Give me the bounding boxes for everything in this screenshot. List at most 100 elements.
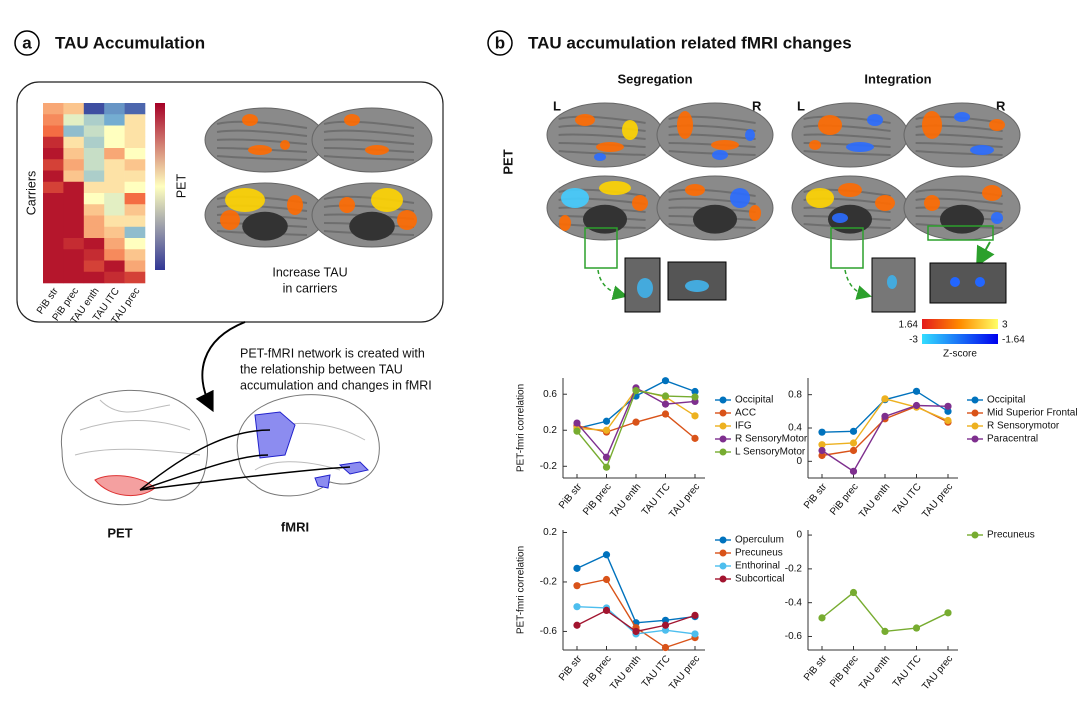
heatmap-cell: [124, 136, 146, 149]
heatmap-cell: [124, 204, 146, 216]
sulcus: [668, 142, 756, 148]
activation: [397, 210, 417, 230]
sulcus: [323, 138, 415, 145]
heatmap-cell: [43, 226, 64, 239]
zscore-tick: -1.64: [1002, 335, 1025, 346]
midbrain: [939, 204, 985, 234]
data-point: [818, 446, 826, 455]
y-axis-label: PET-fmri correlation: [516, 384, 527, 472]
zoom-arrow: [976, 241, 995, 267]
heatmap-cell: [104, 136, 125, 149]
heatmap-cell: [63, 170, 85, 183]
data-point: [602, 417, 611, 425]
activation: [344, 114, 360, 126]
activation: [242, 114, 258, 126]
x-tick-label: TAU prec: [920, 654, 955, 693]
x-tick-label: PiB prec: [828, 654, 861, 690]
connection: [139, 429, 351, 491]
sulcus: [216, 155, 308, 161]
sulcus: [803, 150, 891, 156]
activation: [287, 195, 303, 215]
y-tick-label: 0.6: [543, 389, 557, 400]
y-tick-label: 0.8: [788, 389, 802, 400]
activation: [832, 213, 848, 223]
heatmap-cell: [124, 159, 146, 171]
heatmap-cell: [63, 193, 85, 205]
heatmap-cell: [124, 181, 146, 194]
y-tick-label: -0.2: [540, 577, 558, 588]
sulcus: [915, 133, 1003, 140]
y-tick-label: -0.6: [540, 626, 558, 637]
sulcus: [558, 188, 646, 197]
fmri-region: [254, 411, 296, 459]
data-point: [849, 588, 858, 597]
heatmap-cell: [124, 271, 146, 284]
sulcus: [323, 204, 415, 212]
legend-entry: R SensoryMotor: [735, 434, 808, 445]
hemi-label: R: [996, 98, 1006, 113]
activation: [954, 112, 970, 122]
panel-title: TAU accumulation related fMRI changes: [528, 33, 852, 52]
legend-swatch: [971, 409, 979, 417]
heatmap-cell: [83, 148, 105, 160]
x-tick-label: PiB str: [557, 481, 585, 511]
data-point: [818, 441, 826, 449]
inset-blob: [975, 277, 985, 287]
legend-entry: Operculum: [735, 535, 784, 546]
legend-swatch: [719, 435, 727, 443]
data-point: [944, 402, 952, 410]
data-point: [661, 410, 670, 418]
heatmap-cell: [104, 181, 125, 194]
data-point: [881, 412, 889, 420]
midbrain: [582, 204, 628, 234]
data-point: [818, 614, 826, 622]
panel-title: TAU Accumulation: [55, 33, 205, 52]
heatmap-cell: [63, 204, 85, 216]
data-point: [661, 377, 670, 385]
legend-entry: ACC: [735, 408, 756, 419]
legend-entry: Precuneus: [735, 548, 783, 559]
data-point: [944, 416, 952, 425]
heatmap-cell: [83, 260, 105, 273]
note: accumulation and changes in fMRI: [240, 378, 432, 392]
activation: [622, 120, 638, 140]
data-point: [881, 395, 889, 403]
note: the relationship between TAU: [240, 362, 403, 376]
sulcus: [558, 142, 646, 148]
data-point: [944, 609, 952, 617]
heatmap-cell: [83, 204, 105, 216]
fmri-region: [314, 461, 369, 489]
sulcus: [216, 138, 308, 145]
heatmap-cell: [43, 103, 64, 115]
data-point: [691, 630, 699, 638]
brain-sulci: [74, 399, 201, 456]
panel-label: a: [22, 33, 32, 52]
heatmap-cell: [83, 170, 105, 183]
heatmap-cell: [63, 181, 85, 194]
heatmap-cell: [63, 249, 85, 261]
sulcus: [668, 115, 756, 124]
heatmap-cell: [43, 125, 64, 138]
activation: [806, 188, 834, 208]
activation: [596, 142, 624, 152]
x-tick-label: PiB str: [557, 653, 585, 683]
activation: [677, 111, 693, 139]
data-point: [691, 393, 699, 401]
heatmap-cell: [83, 215, 105, 228]
heatmap-cell: [63, 159, 85, 171]
heatmap-cell: [83, 159, 105, 171]
sulcus: [803, 142, 891, 148]
activation: [982, 185, 1002, 201]
activation: [685, 184, 705, 196]
data-point: [912, 624, 921, 632]
activation: [924, 195, 940, 211]
legend-entry: Occipital: [987, 395, 1025, 406]
legend-entry: L SensoryMotor: [735, 447, 806, 458]
sulcus: [915, 142, 1003, 148]
inset-blob: [637, 278, 653, 298]
legend-entry: Enthorinal: [735, 561, 780, 572]
data-point: [691, 611, 699, 619]
data-point: [573, 621, 581, 629]
y-tick-label: -0.6: [785, 631, 803, 642]
panel-badge: [487, 30, 513, 56]
